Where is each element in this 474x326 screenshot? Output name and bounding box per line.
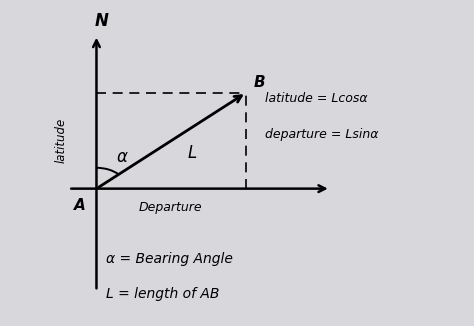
Text: α: α	[117, 148, 128, 166]
Text: L = length of AB: L = length of AB	[106, 288, 219, 301]
Text: latitude: latitude	[55, 118, 68, 163]
Text: departure = Lsinα: departure = Lsinα	[265, 128, 379, 141]
Text: N: N	[95, 12, 109, 30]
Text: L: L	[188, 144, 197, 162]
Text: A: A	[74, 198, 86, 213]
Text: B: B	[254, 75, 265, 90]
Text: Departure: Departure	[138, 201, 202, 215]
Text: α = Bearing Angle: α = Bearing Angle	[106, 252, 233, 266]
Text: latitude = Lcosα: latitude = Lcosα	[265, 92, 368, 105]
